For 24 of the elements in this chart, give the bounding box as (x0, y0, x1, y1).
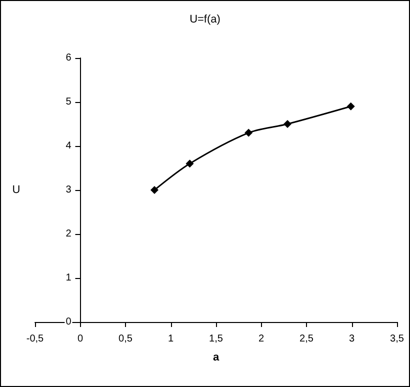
x-tick-label: 2,5 (300, 334, 314, 344)
y-tick-label: 3 (66, 184, 72, 196)
x-axis-title: a (212, 352, 220, 364)
x-tick-label: 1 (168, 334, 174, 344)
y-tick-label: 4 (66, 140, 72, 152)
x-tick-label: 3 (348, 334, 355, 344)
point (346, 102, 355, 110)
point (244, 128, 253, 137)
point (186, 160, 194, 168)
x-tick-label: 2 (258, 334, 264, 344)
y-tick-label: 1 (66, 272, 72, 284)
x-tick-label: 1,5 (209, 334, 224, 344)
x-tick-label: -0,5 (26, 334, 44, 344)
y-tick-label: 0 (66, 316, 72, 328)
x-tick-label: 0,5 (118, 334, 133, 344)
y-tick-label: 6 (66, 52, 72, 64)
x-tick-label: 3,5 (390, 334, 404, 344)
x-tick-label: 0 (77, 334, 84, 344)
point (150, 186, 158, 194)
chart-title: U=f(a) (190, 14, 220, 26)
y-tick-label: 2 (66, 228, 72, 240)
point (283, 120, 292, 128)
y-tick-label: 5 (66, 96, 72, 108)
y-axis-title: U (12, 184, 20, 196)
